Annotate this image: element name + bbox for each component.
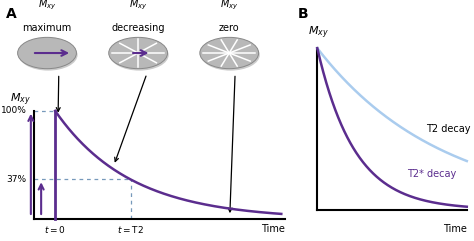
Text: Time: Time — [261, 224, 285, 234]
Text: T2 decay: T2 decay — [426, 124, 470, 134]
Ellipse shape — [110, 39, 169, 71]
Ellipse shape — [201, 39, 260, 71]
Text: A: A — [6, 7, 17, 21]
Ellipse shape — [18, 37, 76, 69]
Text: 37%: 37% — [6, 175, 27, 184]
Text: $M_{xy}$: $M_{xy}$ — [220, 0, 238, 12]
Text: 100%: 100% — [0, 106, 27, 115]
Text: Time: Time — [443, 224, 467, 234]
Text: $M_{xy}$: $M_{xy}$ — [129, 0, 147, 12]
Text: decreasing: decreasing — [111, 23, 165, 33]
Text: $M_{xy}$: $M_{xy}$ — [38, 0, 56, 12]
Text: $M_{xy}$: $M_{xy}$ — [10, 92, 31, 108]
Text: B: B — [298, 7, 308, 21]
Ellipse shape — [109, 37, 167, 69]
Text: $t=0$: $t=0$ — [44, 224, 66, 235]
Ellipse shape — [200, 37, 259, 69]
Text: maximum: maximum — [22, 23, 72, 33]
Text: T2* decay: T2* decay — [407, 169, 456, 179]
Text: zero: zero — [219, 23, 239, 33]
Text: $t=\mathrm{T2}$: $t=\mathrm{T2}$ — [117, 224, 144, 235]
Ellipse shape — [19, 39, 78, 71]
Text: $M_{xy}$: $M_{xy}$ — [308, 25, 329, 41]
